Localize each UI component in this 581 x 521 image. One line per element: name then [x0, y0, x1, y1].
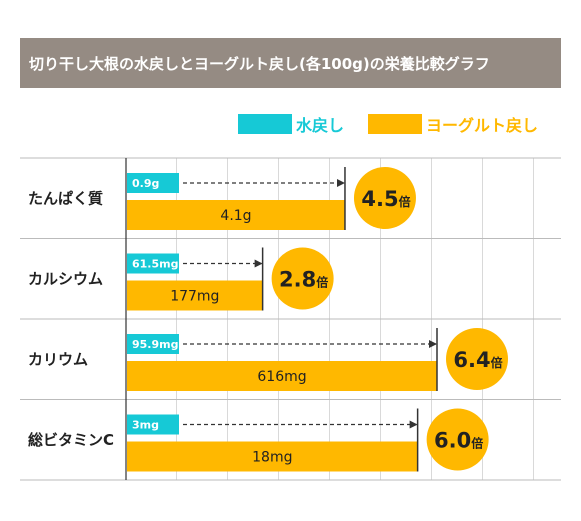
legend-item-yogurt: ヨーグルト戻し: [368, 114, 539, 135]
ratio-badge: [271, 247, 334, 310]
ratio-badge: [426, 408, 489, 471]
category-label: 総ビタミンC: [28, 431, 114, 449]
ratio-label: 6.4倍: [453, 348, 502, 372]
ratio-suffix: 倍: [491, 355, 503, 370]
category-label: カリウム: [28, 350, 88, 368]
bar-yogurt: [127, 200, 345, 230]
bar-water: [127, 253, 179, 274]
data-label-yogurt: 4.1g: [220, 208, 251, 224]
bar-water: [127, 334, 179, 354]
ratio-number: 6.4: [453, 348, 490, 372]
chart-title: 切り干し大根の水戻しとヨーグルト戻し(各100g)の栄養比較グラフ: [29, 54, 490, 73]
ratio-suffix: 倍: [471, 436, 483, 451]
data-label-water: 3mg: [132, 419, 159, 432]
ratio-suffix: 倍: [399, 194, 411, 209]
chart-title-bar: 切り干し大根の水戻しとヨーグルト戻し(各100g)の栄養比較グラフ: [20, 38, 561, 88]
bar-water: [127, 173, 179, 193]
legend-swatch-yogurt: [368, 114, 422, 134]
legend-label-yogurt: ヨーグルト戻し: [426, 116, 539, 135]
data-label-yogurt: 616mg: [257, 369, 306, 385]
category-label: カルシウム: [28, 270, 103, 288]
legend-label-water: 水戻し: [296, 116, 345, 135]
ratio-label: 6.0倍: [434, 429, 483, 453]
ratio-badge: [446, 328, 508, 390]
bar-yogurt: [127, 361, 437, 391]
ratio-label: 4.5倍: [361, 187, 410, 211]
bar-water: [127, 414, 179, 435]
bar-yogurt: [127, 280, 263, 311]
bar-yogurt: [127, 441, 418, 472]
ratio-number: 6.0: [434, 429, 471, 453]
ratio-badge: [353, 167, 416, 229]
legend-swatch-water: [238, 114, 292, 134]
data-label-yogurt: 18mg: [252, 450, 292, 466]
data-label-yogurt: 177mg: [170, 289, 219, 305]
data-label-water: 61.5mg: [132, 258, 178, 271]
legend-item-water: 水戻し: [238, 114, 345, 135]
ratio-suffix: 倍: [316, 275, 328, 290]
category-label: たんぱく質: [28, 189, 103, 207]
data-label-water: 95.9mg: [132, 338, 178, 351]
ratio-number: 4.5: [361, 187, 398, 211]
ratio-number: 2.8: [279, 268, 316, 292]
data-label-water: 0.9g: [132, 177, 159, 190]
ratio-label: 2.8倍: [279, 268, 328, 292]
